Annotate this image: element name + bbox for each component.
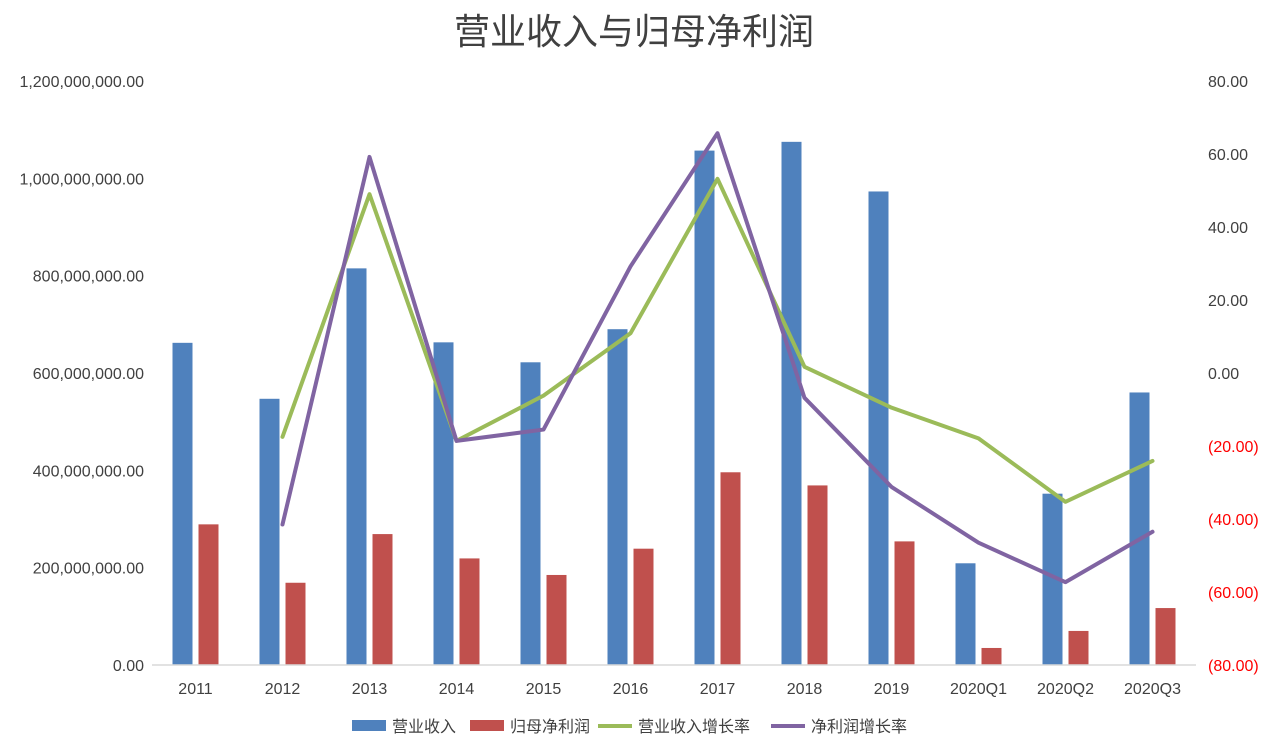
left-tick-label: 200,000,000.00 — [33, 561, 144, 578]
bar-net-profit — [981, 647, 1002, 665]
legend-label: 净利润增长率 — [811, 717, 907, 736]
legend-swatch — [470, 720, 504, 731]
bar-net-profit — [198, 524, 219, 665]
bars — [172, 141, 1176, 666]
category-label: 2020Q2 — [1037, 681, 1094, 698]
category-label: 2013 — [352, 681, 388, 698]
bar-revenue — [433, 342, 454, 665]
left-tick-label: 0.00 — [113, 658, 144, 675]
category-label: 2015 — [526, 681, 562, 698]
left-tick-label: 800,000,000.00 — [33, 269, 144, 286]
right-tick-label: 0.00 — [1208, 366, 1239, 383]
bar-revenue — [1042, 493, 1063, 665]
right-axis: (80.00) (60.00) (40.00) (20.00) 0.00 20.00 40.… — [1208, 74, 1259, 675]
bar-net-profit — [894, 541, 915, 665]
legend-swatch — [352, 720, 386, 731]
bar-net-profit — [372, 534, 393, 665]
legend-label: 营业收入 — [392, 717, 456, 736]
left-axis: 0.00 200,000,000.00 400,000,000.00 600,000,… — [19, 74, 144, 675]
category-label: 2012 — [265, 681, 301, 698]
right-tick-label: 40.00 — [1208, 220, 1248, 237]
lines — [280, 131, 1155, 585]
legend: 营业收入 归母净利润 营业收入增长率 净利润增长率 — [352, 717, 907, 736]
category-label: 2017 — [700, 681, 736, 698]
bar-revenue — [607, 329, 628, 665]
bar-net-profit — [1155, 608, 1176, 665]
bar-net-profit — [459, 558, 480, 665]
bar-net-profit — [720, 472, 741, 665]
right-tick-label: (80.00) — [1208, 658, 1259, 675]
bar-revenue — [955, 563, 976, 665]
profit-growth-line — [280, 131, 1155, 585]
bar-net-profit — [633, 548, 654, 665]
right-tick-label: (60.00) — [1208, 585, 1259, 602]
category-label: 2016 — [613, 681, 649, 698]
bar-net-profit — [807, 485, 828, 665]
left-tick-label: 1,000,000,000.00 — [19, 171, 144, 188]
category-label: 2020Q3 — [1124, 681, 1181, 698]
category-label: 2020Q1 — [950, 681, 1007, 698]
bar-revenue — [868, 191, 889, 665]
right-tick-label: (40.00) — [1208, 512, 1259, 529]
bar-revenue — [694, 150, 715, 666]
right-tick-label: (20.00) — [1208, 439, 1259, 456]
legend-label: 归母净利润 — [510, 717, 590, 736]
category-label: 2011 — [178, 681, 213, 698]
x-axis: 2011 2012 2013 2014 2015 2016 2017 2018 2019 2020… — [178, 681, 1181, 698]
category-label: 2018 — [787, 681, 823, 698]
right-tick-label: 20.00 — [1208, 293, 1248, 310]
bar-revenue — [346, 268, 367, 665]
category-label: 2019 — [874, 681, 910, 698]
bar-net-profit — [1068, 630, 1089, 665]
revenue-growth-line — [280, 176, 1155, 504]
bar-net-profit — [285, 582, 306, 665]
left-tick-label: 600,000,000.00 — [33, 366, 144, 383]
bar-revenue — [1129, 392, 1150, 665]
category-label: 2014 — [439, 681, 475, 698]
bar-revenue — [781, 141, 802, 666]
right-tick-label: 60.00 — [1208, 147, 1248, 164]
legend-label: 营业收入增长率 — [638, 717, 750, 736]
chart-title: 营业收入与归母净利润 — [454, 12, 814, 53]
bar-revenue — [259, 398, 280, 665]
bar-net-profit — [546, 574, 567, 665]
right-tick-label: 80.00 — [1208, 74, 1248, 91]
bar-revenue — [172, 342, 193, 665]
left-tick-label: 400,000,000.00 — [33, 463, 144, 480]
left-tick-label: 1,200,000,000.00 — [19, 74, 144, 91]
bar-revenue — [520, 362, 541, 665]
